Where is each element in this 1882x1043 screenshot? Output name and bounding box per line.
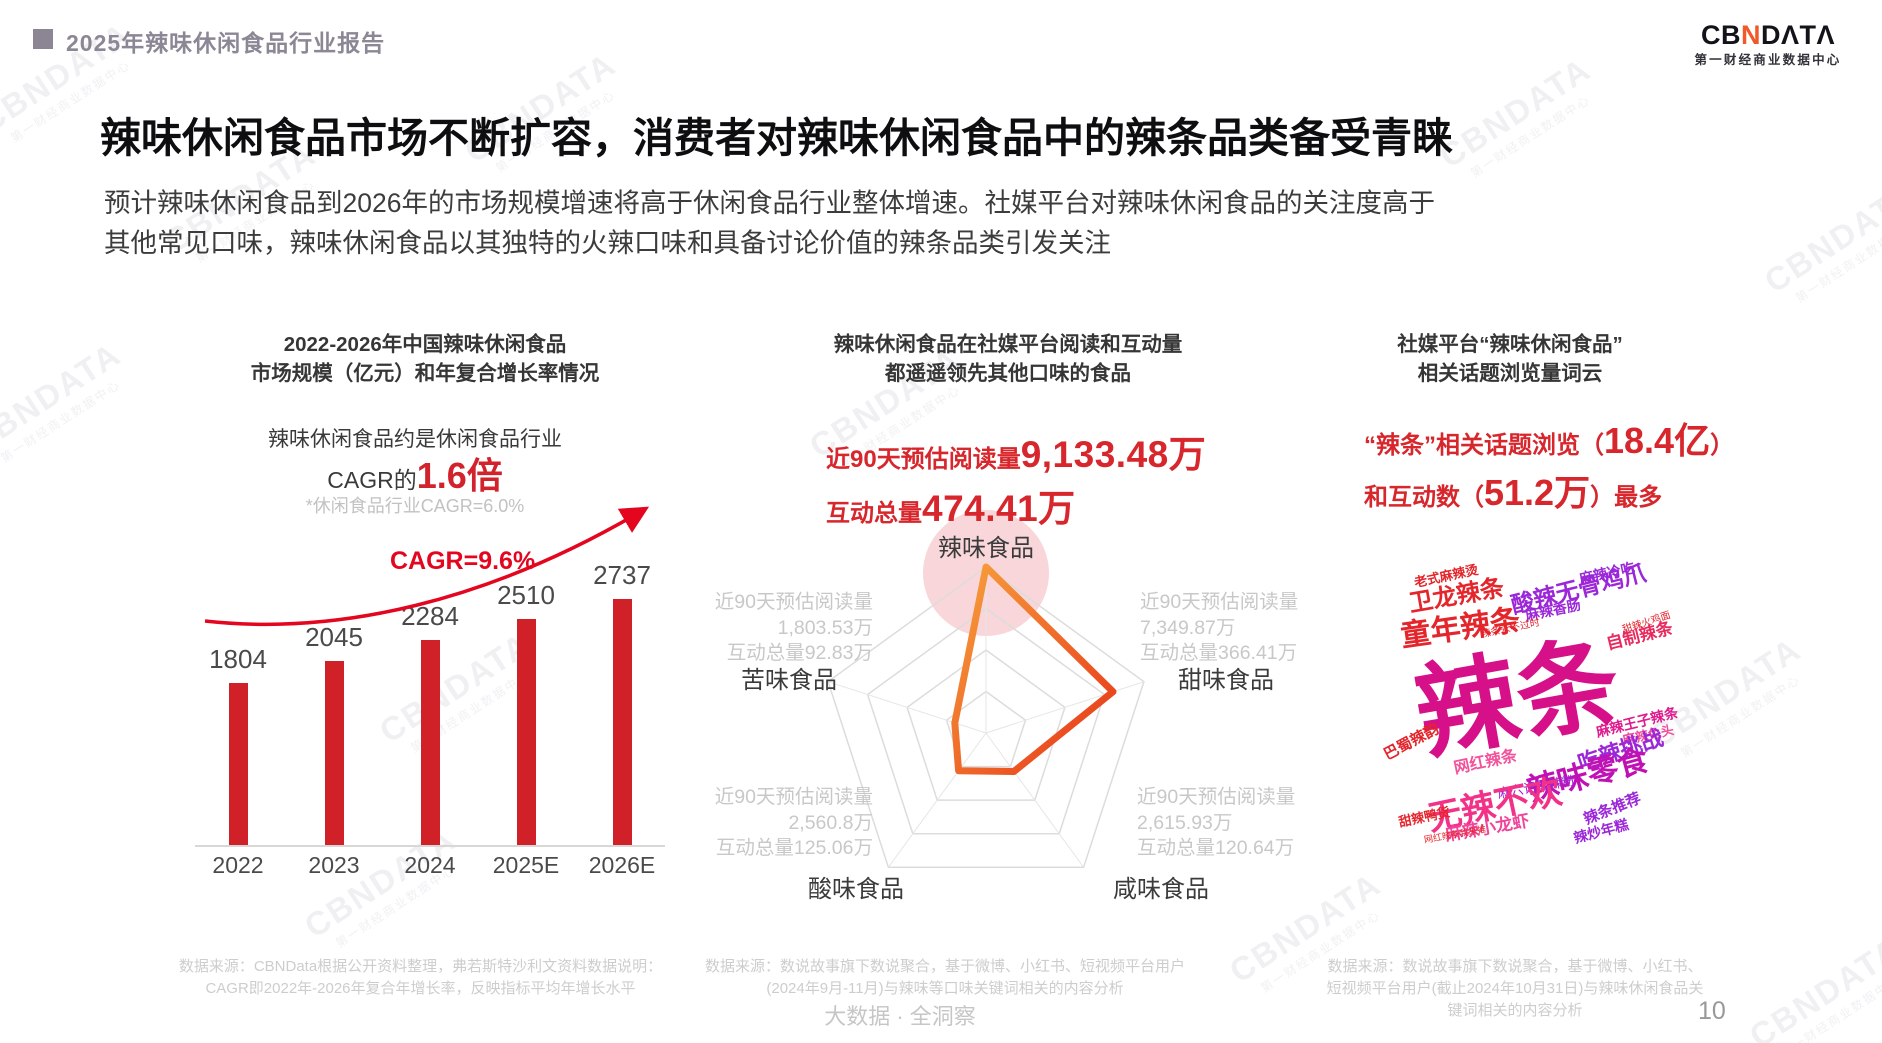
logo-n-accent: Ν <box>1740 20 1761 50</box>
bar-value-label: 1804 <box>209 644 267 674</box>
wordcloud-title: 社媒平台“辣味休闲食品” 相关话题浏览量词云 <box>1397 333 1623 385</box>
radar-stats-sour: 近90天预估阅读量 2,560.8万 互动总量125.06万 <box>714 786 873 860</box>
wordcloud-source: 数据来源：数说故事旗下数说聚合，基于微博、小红书、短视频平台用户(截止2024年… <box>1326 958 1704 1019</box>
radar-headline-stats: 近90天预估阅读量 9,133.48万 互动总量 474.41万 <box>826 424 1206 532</box>
report-header-title: 2025年辣味休闲食品行业报告 <box>66 30 386 56</box>
bar-chart-insight: 辣味休闲食品约是休闲食品行业 <box>268 428 562 451</box>
bar-category-label: 2026E <box>588 852 656 878</box>
watermark: CBNDATA 第一财经商业数据中心 <box>0 335 128 466</box>
cbndata-logo-wordmark: CBΝDΛTΛ <box>1700 20 1835 50</box>
cbndata-logo: CBΝDΛTΛ 第一财经商业数据中心 <box>1692 22 1844 67</box>
bar-chart-source: 数据来源：CBNData根据公开资料整理，弗若斯特沙利文资料数据说明：CAGR即… <box>178 958 663 997</box>
bar-chart-plot: 1804 2045 2284 2510 2737 <box>195 555 665 847</box>
radar-stats-sweet: 近90天预估阅读量 7,349.87万 互动总量366.41万 <box>1140 591 1299 665</box>
radar-chart <box>827 563 1145 869</box>
reading-volume-value: 9,133.48万 <box>1020 434 1207 475</box>
radar-stats-bitter: 近90天预估阅读量 1,803.53万 互动总量92.83万 <box>714 591 873 665</box>
cagr-annotation: CAGR=9.6% <box>390 547 536 575</box>
bar-value-label: 2737 <box>593 560 651 590</box>
radar-axis-bitter: 苦味食品 <box>741 667 837 694</box>
latiao-interactions-value: 51.2万 <box>1484 472 1591 513</box>
header-bullet-square <box>33 29 53 49</box>
bar-category-label: 2024 <box>404 852 456 878</box>
bar <box>324 661 344 845</box>
bar-chart-title: 2022-2026年中国辣味休闲食品 市场规模（亿元）和年复合增长率情况 <box>250 333 600 385</box>
bar-group: 2510 <box>483 580 569 845</box>
radar-axis-sweet: 甜味食品 <box>1178 667 1274 694</box>
page-subtitle: 预计辣味休闲食品到2026年的市场规模增速将高于休闲食品行业整体增速。社媒平台对… <box>104 188 1435 258</box>
page-title: 辣味休闲食品市场不断扩容，消费者对辣味休闲食品中的辣条品类备受青睐 <box>100 115 1453 161</box>
bar-category-label: 2023 <box>308 852 360 878</box>
wordcloud-headline-stats: “辣条”相关话题浏览（ 18.4亿 ） 和互动数（ 51.2万 ）最多 <box>1364 412 1734 516</box>
bar-value-label: 2510 <box>497 580 555 610</box>
cbndata-logo-subtitle: 第一财经商业数据中心 <box>1694 53 1842 67</box>
bar-value-label: 2045 <box>305 622 363 652</box>
bar-category-label: 2022 <box>212 852 264 878</box>
cagr-trend-arrow <box>204 506 650 627</box>
cagr-multiple-value: 1.6倍 <box>416 455 503 496</box>
cagr-footnote: *休闲食品行业CAGR=6.0% <box>305 496 525 516</box>
wordcloud: 辣条 老式麻辣烫 卫龙辣条 童年辣条 酸辣无骨鸡爪 麻辣冷吃 麻辣香肠 辣条永不过时 甜辣火鸡面… <box>1380 535 1780 855</box>
radar-axis-spicy: 辣味食品 <box>938 535 1034 562</box>
bar-chart-axis: 2022 2023 2024 2025E 2026E <box>195 852 665 879</box>
radar-axis-sour: 酸味食品 <box>808 876 904 903</box>
latiao-views-value: 18.4亿 <box>1604 420 1711 461</box>
bar <box>228 683 248 845</box>
cagr-highlight: CAGR的 1.6倍 <box>165 447 665 499</box>
bar-category-label: 2025E <box>492 852 560 878</box>
watermark: CBNDATA 第一财经商业数据中心 <box>1742 930 1882 1043</box>
page-number: 10 <box>1698 997 1726 1025</box>
bar <box>420 640 440 845</box>
bar <box>612 599 632 845</box>
bar-group: 1804 <box>195 644 281 845</box>
radar-axis-salty: 咸味食品 <box>1113 876 1209 903</box>
radar-chart-source: 数据来源：数说故事旗下数说聚合，基于微博、小红书、短视频平台用户(2024年9月… <box>704 958 1185 997</box>
footer-slogan: 大数据 · 全洞察 <box>824 1004 976 1029</box>
interaction-volume-value: 474.41万 <box>922 488 1076 529</box>
bar-group: 2045 <box>291 622 377 845</box>
bar <box>516 619 536 845</box>
watermark: CBNDATA 第一财经商业数据中心 <box>1757 175 1882 306</box>
radar-chart-title: 辣味休闲食品在社媒平台阅读和互动量 都遥遥领先其他口味的食品 <box>833 333 1183 385</box>
radar-stats-salty: 近90天预估阅读量 2,615.93万 互动总量120.64万 <box>1137 786 1296 860</box>
bar-group: 2737 <box>579 560 665 845</box>
